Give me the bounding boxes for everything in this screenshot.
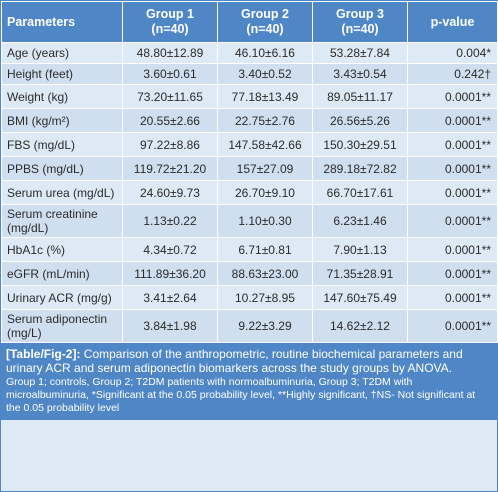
table-row: Height (feet) 3.60±0.61 3.40±0.52 3.43±0.54…	[1, 63, 498, 85]
p-value-cell: 0.0001**	[407, 84, 498, 109]
p-value-cell: 0.0001**	[407, 237, 498, 262]
header-group-3-n: (n=40)	[341, 22, 379, 36]
param-cell: Serum urea (mg/dL)	[1, 180, 123, 205]
group-2-cell: 22.75±2.76	[217, 108, 313, 133]
param-cell: Serum creatinine (mg/dL)	[1, 204, 123, 238]
header-group-1: Group 1 (n=40)	[122, 1, 218, 43]
param-cell: FBS (mg/dL)	[1, 132, 123, 157]
group-1-cell: 4.34±0.72	[122, 237, 218, 262]
param-cell: PPBS (mg/dL)	[1, 156, 123, 181]
table-row: BMI (kg/m²) 20.55±2.66 22.75±2.76 26.56±5.2…	[1, 108, 498, 133]
group-1-cell: 48.80±12.89	[122, 42, 218, 64]
group-1-cell: 3.60±0.61	[122, 63, 218, 85]
group-2-cell: 6.71±0.81	[217, 237, 313, 262]
param-cell: HbA1c (%)	[1, 237, 123, 262]
group-3-cell: 14.62±2.12	[312, 309, 408, 343]
p-value-cell: 0.0001**	[407, 285, 498, 310]
group-1-cell: 3.84±1.98	[122, 309, 218, 343]
param-cell: BMI (kg/m²)	[1, 108, 123, 133]
group-3-cell: 26.56±5.26	[312, 108, 408, 133]
table-body: Age (years) 48.80±12.89 46.10±6.16 53.28±7.…	[1, 42, 498, 343]
group-1-cell: 73.20±11.65	[122, 84, 218, 109]
group-2-cell: 147.58±42.66	[217, 132, 313, 157]
header-group-2-label: Group 2	[241, 7, 289, 21]
group-1-cell: 3.41±2.64	[122, 285, 218, 310]
group-3-cell: 7.90±1.13	[312, 237, 408, 262]
group-2-cell: 157±27.09	[217, 156, 313, 181]
header-group-1-n: (n=40)	[151, 22, 189, 36]
table-row: Serum creatinine (mg/dL) 1.13±0.22 1.10±0.…	[1, 204, 498, 238]
table-row: Serum urea (mg/dL) 24.60±9.73 26.70±9.10 66…	[1, 180, 498, 205]
table-row: Age (years) 48.80±12.89 46.10±6.16 53.28±7.…	[1, 42, 498, 64]
group-2-cell: 77.18±13.49	[217, 84, 313, 109]
group-3-cell: 89.05±11.17	[312, 84, 408, 109]
group-3-cell: 150.30±29.51	[312, 132, 408, 157]
table-row: Serum adiponectin (mg/L) 3.84±1.98 9.22±3.…	[1, 309, 498, 343]
param-cell: Age (years)	[1, 42, 123, 64]
p-value-cell: 0.0001**	[407, 180, 498, 205]
header-p-value: p-value	[407, 1, 498, 43]
group-1-cell: 119.72±21.20	[122, 156, 218, 181]
p-value-cell: 0.0001**	[407, 108, 498, 133]
table-row: FBS (mg/dL) 97.22±8.86 147.58±42.66 150.30±…	[1, 132, 498, 157]
group-3-cell: 3.43±0.54	[312, 63, 408, 85]
table-row: eGFR (mL/min) 111.89±36.20 88.63±23.00 71.3…	[1, 261, 498, 286]
group-3-cell: 53.28±7.84	[312, 42, 408, 64]
param-cell: Serum adiponectin (mg/L)	[1, 309, 123, 343]
group-1-cell: 24.60±9.73	[122, 180, 218, 205]
caption-main: [Table/Fig-2]: Comparison of the anthrop…	[6, 347, 492, 375]
header-group-1-label: Group 1	[146, 7, 194, 21]
group-3-cell: 71.35±28.91	[312, 261, 408, 286]
param-cell: Height (feet)	[1, 63, 123, 85]
group-2-cell: 9.22±3.29	[217, 309, 313, 343]
group-3-cell: 289.18±72.82	[312, 156, 408, 181]
group-2-cell: 88.63±23.00	[217, 261, 313, 286]
group-1-cell: 20.55±2.66	[122, 108, 218, 133]
p-value-cell: 0.0001**	[407, 132, 498, 157]
group-1-cell: 97.22±8.86	[122, 132, 218, 157]
caption-note: Group 1; controls, Group 2; T2DM patient…	[6, 376, 476, 414]
p-value-cell: 0.004*	[407, 42, 498, 64]
p-value-cell: 0.0001**	[407, 204, 498, 238]
param-cell: Weight (kg)	[1, 84, 123, 109]
group-2-cell: 3.40±0.52	[217, 63, 313, 85]
header-group-2: Group 2 (n=40)	[217, 1, 313, 43]
table-row: Weight (kg) 73.20±11.65 77.18±13.49 89.05±1…	[1, 84, 498, 109]
header-parameters: Parameters	[1, 1, 123, 43]
header-group-2-n: (n=40)	[246, 22, 284, 36]
p-value-cell: 0.0001**	[407, 309, 498, 343]
group-1-cell: 111.89±36.20	[122, 261, 218, 286]
header-group-3: Group 3 (n=40)	[312, 1, 408, 43]
p-value-cell: 0.0001**	[407, 261, 498, 286]
table-row: Urinary ACR (mg/g) 3.41±2.64 10.27±8.95 147…	[1, 285, 498, 310]
group-2-cell: 1.10±0.30	[217, 204, 313, 238]
p-value-cell: 0.0001**	[407, 156, 498, 181]
group-1-cell: 1.13±0.22	[122, 204, 218, 238]
group-3-cell: 66.70±17.61	[312, 180, 408, 205]
group-3-cell: 6.23±1.46	[312, 204, 408, 238]
param-cell: eGFR (mL/min)	[1, 261, 123, 286]
param-cell: Urinary ACR (mg/g)	[1, 285, 123, 310]
caption-label: [Table/Fig-2]:	[6, 347, 81, 361]
p-value-cell: 0.242†	[407, 63, 498, 85]
table-row: PPBS (mg/dL) 119.72±21.20 157±27.09 289.18±…	[1, 156, 498, 181]
group-2-cell: 46.10±6.16	[217, 42, 313, 64]
group-2-cell: 26.70±9.10	[217, 180, 313, 205]
header-row: Parameters Group 1 (n=40) Group 2 (n=40) G…	[1, 1, 498, 43]
group-3-cell: 147.60±75.49	[312, 285, 408, 310]
table-row: HbA1c (%) 4.34±0.72 6.71±0.81 7.90±1.13 0.00…	[1, 237, 498, 262]
data-table: Parameters Group 1 (n=40) Group 2 (n=40) G…	[1, 1, 498, 343]
header-group-3-label: Group 3	[336, 7, 384, 21]
group-2-cell: 10.27±8.95	[217, 285, 313, 310]
table-caption: [Table/Fig-2]: Comparison of the anthrop…	[1, 343, 497, 420]
caption-text: Comparison of the anthropometric, routin…	[6, 347, 463, 375]
